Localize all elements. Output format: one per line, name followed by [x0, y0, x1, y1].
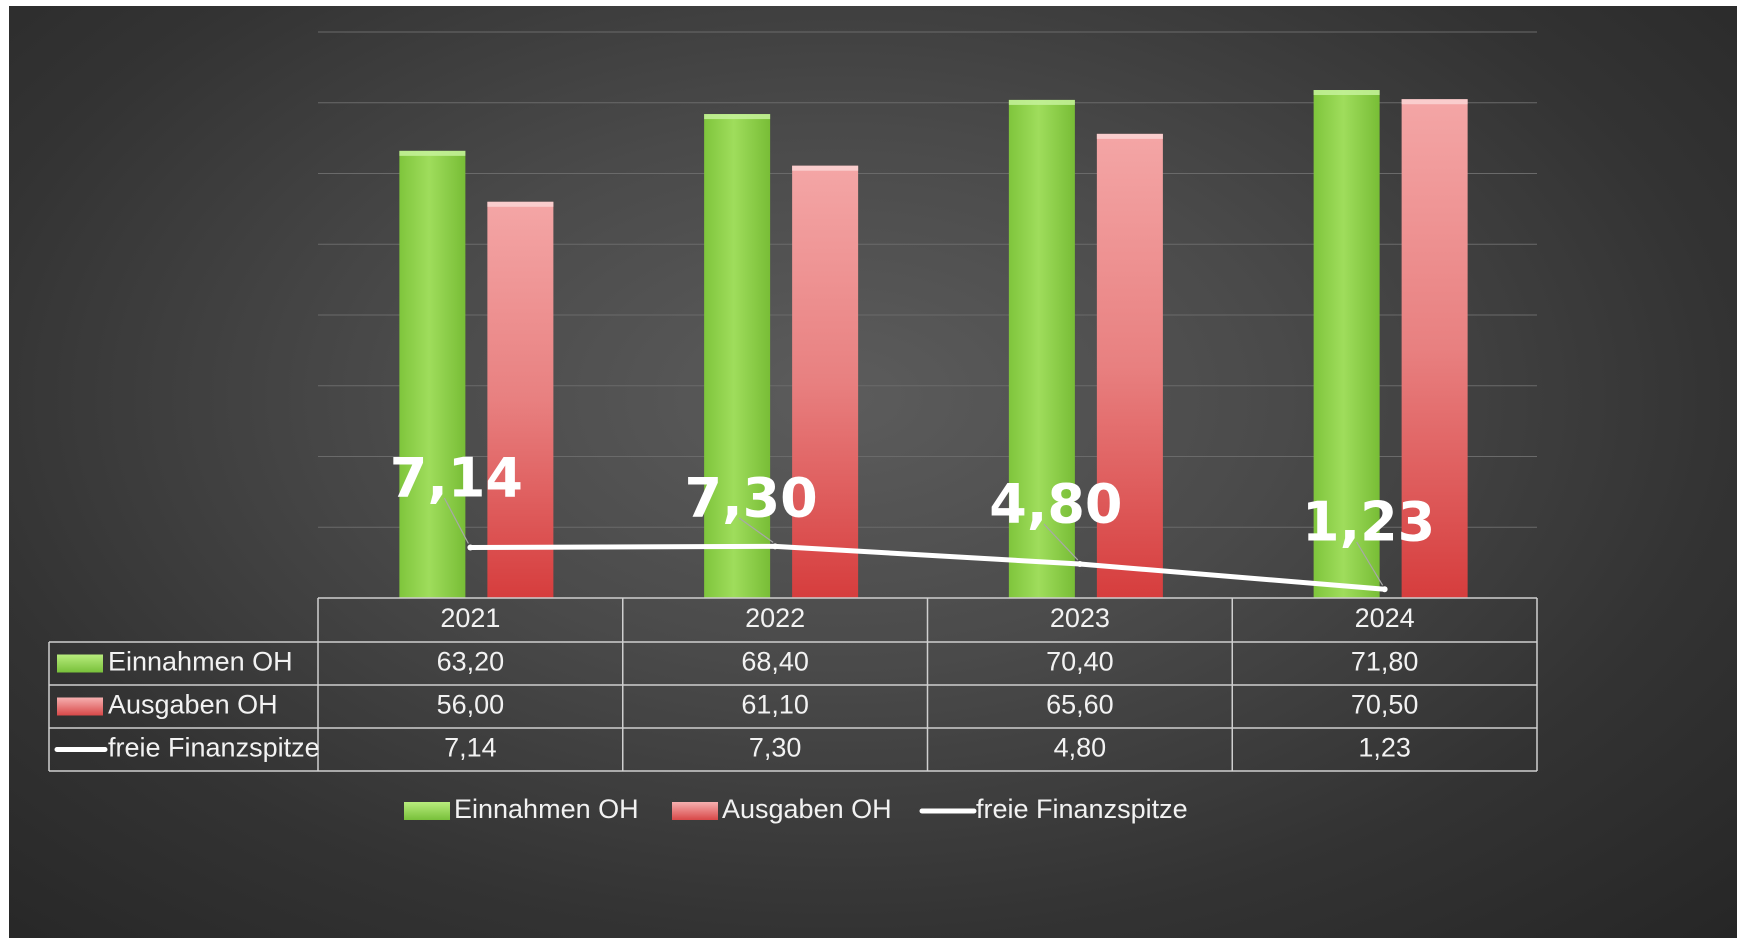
bar-einnahmen-2022 [704, 114, 771, 598]
data-label-finanzspitze-2021: 7,14 [390, 447, 523, 510]
chart-svg: 7,14 7,30 4,80 1,23 2021 2022 2023 2024 Einnahm… [48, 31, 1538, 824]
bar-ausgaben-2023 [1096, 133, 1163, 598]
table-cell-finanzspitze-2022: 7,30 [749, 733, 802, 763]
bar-ausgaben-top-2023 [1096, 133, 1163, 139]
table-row-label-einnahmen: Einnahmen OH [108, 647, 293, 677]
table-cell-einnahmen-2021: 63,20 [437, 647, 505, 677]
table-cell-ausgaben-2021: 56,00 [437, 690, 505, 720]
bar-einnahmen-2023 [1008, 99, 1075, 599]
legend-swatch-ausgaben [672, 802, 718, 820]
table-row-label-ausgaben: Ausgaben OH [108, 690, 278, 720]
point-finanzspitze-2022 [772, 543, 779, 550]
leader-line-2024 [1356, 541, 1384, 586]
legend-label-ausgaben: Ausgaben OH [722, 794, 892, 824]
data-label-finanzspitze-2023: 4,80 [989, 473, 1122, 536]
table-swatch-ausgaben [57, 697, 103, 716]
legend-swatch-einnahmen [404, 802, 450, 820]
bar-ausgaben-top-2022 [792, 165, 859, 171]
table-cell-ausgaben-2023: 65,60 [1046, 690, 1114, 720]
finanzspitze-line-layer: 7,14 7,30 4,80 1,23 [390, 447, 1435, 593]
table-cell-einnahmen-2022: 68,40 [741, 647, 809, 677]
bar-ausgaben-top-2021 [487, 201, 554, 207]
table-header-2023: 2023 [1050, 603, 1110, 633]
table-cell-einnahmen-2023: 70,40 [1046, 647, 1114, 677]
leader-line-2021 [443, 497, 469, 544]
point-finanzspitze-2021 [467, 544, 474, 551]
table-cell-ausgaben-2022: 61,10 [741, 690, 809, 720]
table-cell-finanzspitze-2023: 4,80 [1054, 733, 1107, 763]
table-row-label-finanzspitze: freie Finanzspitze [108, 733, 320, 763]
table-header-2022: 2022 [745, 603, 805, 633]
table-header-2021: 2021 [440, 603, 500, 633]
legend-label-einnahmen: Einnahmen OH [454, 794, 639, 824]
table-cell-finanzspitze-2021: 7,14 [444, 733, 497, 763]
legend: Einnahmen OH Ausgaben OH freie Finanzspitz… [404, 794, 1188, 824]
data-table: 2021 2022 2023 2024 Einnahmen OH 63,20 68,40 70… [48, 597, 1538, 772]
table-swatch-einnahmen [57, 654, 103, 673]
point-finanzspitze-2024 [1381, 586, 1388, 593]
bar-einnahmen-top-2022 [704, 114, 771, 120]
bar-ausgaben-top-2024 [1401, 99, 1468, 105]
bars [399, 90, 1468, 599]
bar-ausgaben-2024 [1401, 99, 1468, 599]
bar-ausgaben-2022 [792, 165, 859, 598]
leader-line-2023 [1043, 523, 1079, 561]
line-freie-finanzspitze [470, 543, 1385, 592]
table-header-2024: 2024 [1355, 603, 1415, 633]
bar-einnahmen-top-2021 [399, 150, 466, 156]
bar-einnahmen-2024 [1313, 90, 1380, 598]
point-finanzspitze-2023 [1076, 561, 1083, 568]
legend-label-finanzspitze: freie Finanzspitze [976, 794, 1188, 824]
bar-ausgaben-2021 [487, 201, 554, 599]
data-label-finanzspitze-2024: 1,23 [1302, 491, 1435, 554]
bar-einnahmen-2021 [399, 150, 466, 599]
table-cell-einnahmen-2024: 71,80 [1351, 647, 1419, 677]
data-label-finanzspitze-2022: 7,30 [685, 467, 818, 530]
leader-line-2022 [738, 517, 774, 543]
chart-panel: 7,14 7,30 4,80 1,23 2021 2022 2023 2024 Einnahm… [9, 6, 1737, 938]
table-cell-finanzspitze-2024: 1,23 [1358, 733, 1411, 763]
bar-einnahmen-top-2023 [1008, 99, 1075, 105]
table-cell-ausgaben-2024: 70,50 [1351, 690, 1419, 720]
bar-einnahmen-top-2024 [1313, 90, 1380, 96]
